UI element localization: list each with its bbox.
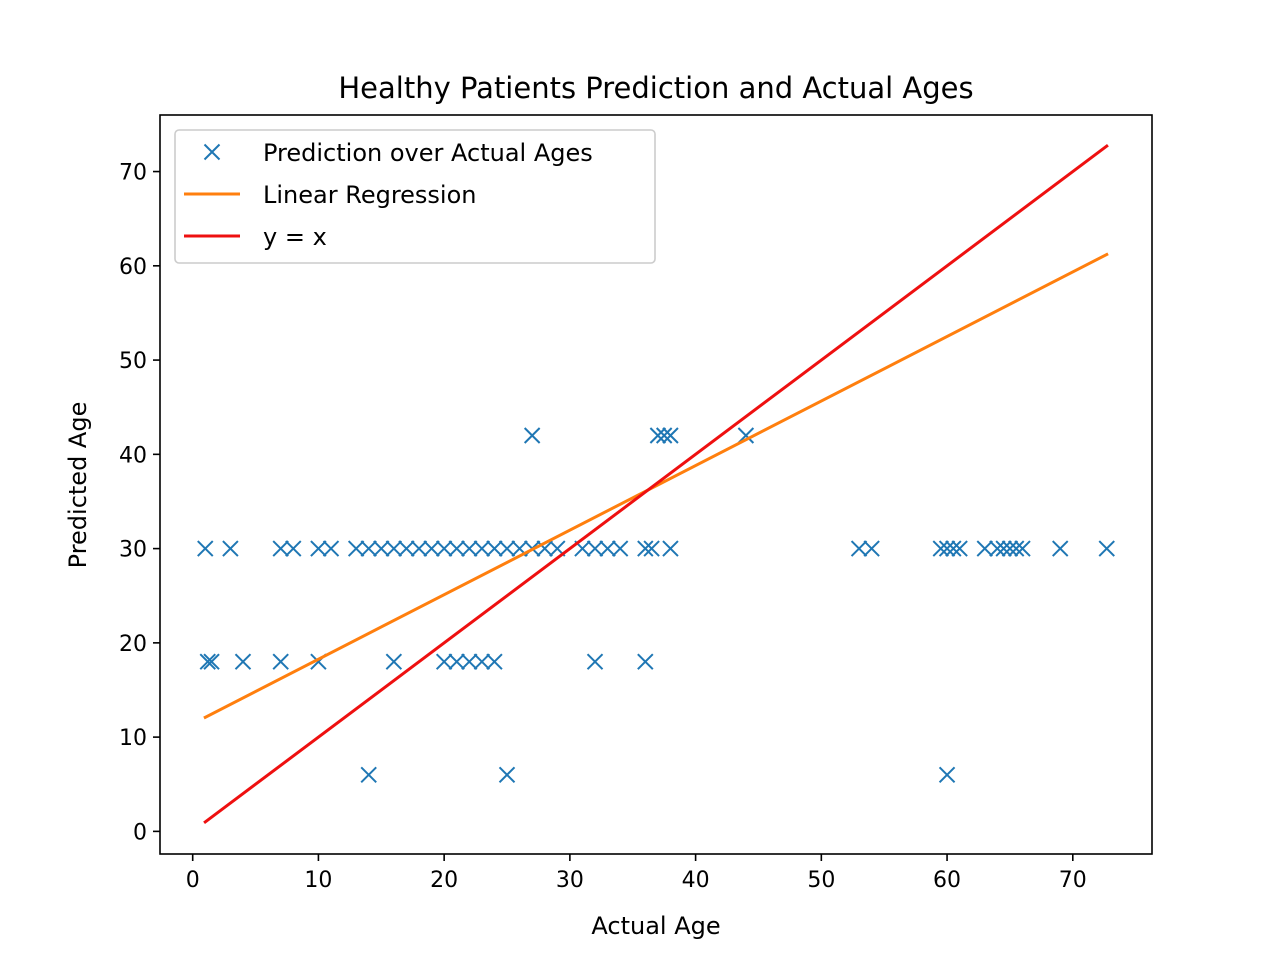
x-tick-label: 30 (556, 868, 584, 893)
x-tick-label: 70 (1059, 868, 1087, 893)
y-tick-label: 10 (119, 726, 147, 751)
scatter-point (995, 540, 1012, 557)
scatter-point (385, 540, 403, 557)
scatter-point (737, 427, 755, 444)
legend-label: Prediction over Actual Ages (263, 139, 593, 167)
scatter-point (850, 540, 868, 557)
legend-scatter-icon (203, 143, 221, 161)
scatter-point (655, 427, 673, 444)
scatter-point (272, 653, 289, 670)
scatter-point (448, 540, 465, 557)
scatter-point (486, 540, 503, 557)
scatter-point (435, 540, 453, 557)
scatter-point (310, 540, 327, 557)
scatter-point (385, 653, 403, 670)
scatter-point (523, 427, 541, 444)
scatter-point (586, 540, 604, 557)
scatter-point (486, 653, 503, 670)
scatter-point (1008, 540, 1025, 557)
x-tick-label: 20 (430, 868, 458, 893)
scatter-point (599, 540, 616, 557)
scatter-point (448, 653, 465, 670)
scatter-point (410, 540, 428, 557)
y-tick-label: 50 (119, 349, 147, 374)
y-tick-label: 20 (119, 632, 147, 657)
legend-label: Linear Regression (263, 181, 477, 209)
legend-box (174, 129, 656, 264)
scatter-point (989, 540, 1006, 557)
scatter-point (234, 653, 252, 670)
scatter-point (435, 653, 453, 670)
scatter-point (360, 766, 377, 784)
legend-label: y = x (263, 223, 327, 251)
scatter-point (586, 653, 604, 670)
scatter-point (498, 766, 516, 784)
scatter-point (322, 540, 340, 557)
scatter-point (398, 540, 415, 557)
x-tick-label: 50 (807, 868, 835, 893)
chart-title: Healthy Patients Prediction and Actual A… (338, 71, 973, 105)
scatter-point (1001, 540, 1019, 557)
scatter-point (423, 540, 440, 557)
scatter-point (637, 540, 654, 557)
y-tick-label: 0 (133, 820, 147, 845)
scatter-point (203, 653, 220, 670)
x-tick-label: 10 (304, 868, 332, 893)
scatter-point (461, 540, 478, 557)
identity-line (203, 144, 1109, 825)
scatter-point (945, 540, 962, 557)
scatter-point (272, 540, 289, 557)
scatter-point (643, 540, 660, 557)
scatter-point (360, 540, 377, 557)
scatter-point (938, 540, 956, 557)
scatter-point (473, 653, 491, 670)
scatter-point (976, 540, 993, 557)
y-tick-label: 30 (119, 538, 147, 563)
scatter-point (285, 540, 302, 557)
scatter-point (662, 427, 679, 444)
scatter-point (951, 540, 968, 557)
scatter-point (197, 540, 214, 557)
legend: Prediction over Actual Ages Linear Regres… (174, 129, 656, 264)
scatter-point (1052, 540, 1069, 557)
x-tick-label: 60 (933, 868, 961, 893)
scatter-point (498, 540, 516, 557)
scatter-point (199, 653, 216, 670)
scatter-point (649, 427, 667, 444)
scatter-point (637, 653, 654, 670)
x-tick-label: 40 (682, 868, 710, 893)
scatter-point (461, 653, 478, 670)
y-tick-label: 40 (119, 443, 147, 468)
scatter-point (662, 540, 679, 557)
scatter-point (1098, 540, 1115, 557)
scatter-point (347, 540, 365, 557)
y-axis-label: Predicted Age (64, 402, 92, 569)
x-axis-label: Actual Age (591, 912, 720, 940)
scatter-point (536, 540, 553, 557)
y-tick-label: 60 (119, 255, 147, 280)
x-tick-label: 0 (186, 868, 200, 893)
scatter-point (863, 540, 880, 557)
scatter-point (473, 540, 491, 557)
regression-line (203, 252, 1109, 720)
scatter-point (932, 540, 949, 557)
scatter-point (1014, 540, 1031, 557)
scatter-point (611, 540, 629, 557)
scatter-point (938, 766, 956, 784)
scatter-point (373, 540, 390, 557)
scatter-point (222, 540, 239, 557)
y-tick-label: 70 (119, 161, 147, 186)
plot-frame (159, 114, 1153, 855)
plot-area: 0 10 20 30 40 50 60 70 0 10 20 30 40 50 60 70 (119, 114, 1153, 893)
